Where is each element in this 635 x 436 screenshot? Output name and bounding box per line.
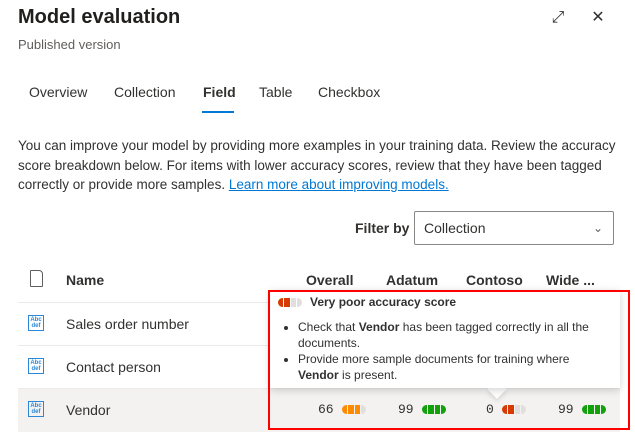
description: You can improve your model by providing … — [18, 136, 618, 195]
tooltip-title: Very poor accuracy score — [310, 295, 457, 309]
selected-tab-indicator — [202, 111, 234, 113]
score-overall: 66 — [318, 402, 334, 417]
text-field-icon: Abc def — [28, 315, 44, 331]
close-icon[interactable]: ✕ — [591, 9, 605, 26]
column-header-adatum[interactable]: Adatum — [386, 272, 439, 288]
accuracy-tooltip: Very poor accuracy score Check that Vend… — [270, 290, 620, 388]
score-bar-adatum — [422, 405, 446, 414]
file-type-icon — [30, 270, 43, 287]
description-text: You can improve your model by providing … — [18, 138, 616, 192]
filter-label: Filter by — [355, 220, 410, 236]
page-subtitle: Published version — [18, 37, 121, 52]
page-title: Model evaluation — [18, 6, 181, 28]
tooltip-bullet: Provide more sample documents for traini… — [298, 351, 612, 383]
score-adatum: 99 — [398, 402, 414, 417]
field-name: Sales order number — [66, 316, 189, 332]
tab-table[interactable]: Table — [259, 84, 293, 100]
column-header-wide[interactable]: Wide ... — [546, 272, 595, 288]
field-name: Contact person — [66, 359, 161, 375]
field-name: Vendor — [66, 402, 111, 418]
score-bar-overall — [342, 405, 366, 414]
score-contoso[interactable]: 0 — [486, 402, 494, 417]
column-header-name[interactable]: Name — [66, 272, 105, 288]
filter-value: Collection — [424, 220, 486, 236]
learn-more-link[interactable]: Learn more about improving models. — [228, 177, 449, 192]
column-header-contoso[interactable]: Contoso — [466, 272, 523, 288]
score-bar-wide — [582, 405, 606, 414]
text-field-icon: Abc def — [28, 358, 44, 374]
tab-checkbox[interactable]: Checkbox — [318, 84, 381, 100]
poor-score-icon — [278, 297, 302, 307]
tooltip-bullet: Check that Vendor has been tagged correc… — [298, 319, 612, 351]
chevron-down-icon: ⌄ — [592, 221, 603, 235]
score-bar-contoso[interactable] — [502, 405, 526, 414]
tab-overview[interactable]: Overview — [29, 84, 88, 100]
tab-field[interactable]: Field — [203, 84, 236, 100]
expand-icon[interactable]: ⤢ — [551, 9, 565, 26]
score-wide: 99 — [558, 402, 574, 417]
text-field-icon: Abc def — [28, 401, 44, 417]
filter-dropdown[interactable]: Collection ⌄ — [414, 211, 614, 245]
tab-collection[interactable]: Collection — [114, 84, 176, 100]
column-header-overall[interactable]: Overall — [306, 272, 354, 288]
